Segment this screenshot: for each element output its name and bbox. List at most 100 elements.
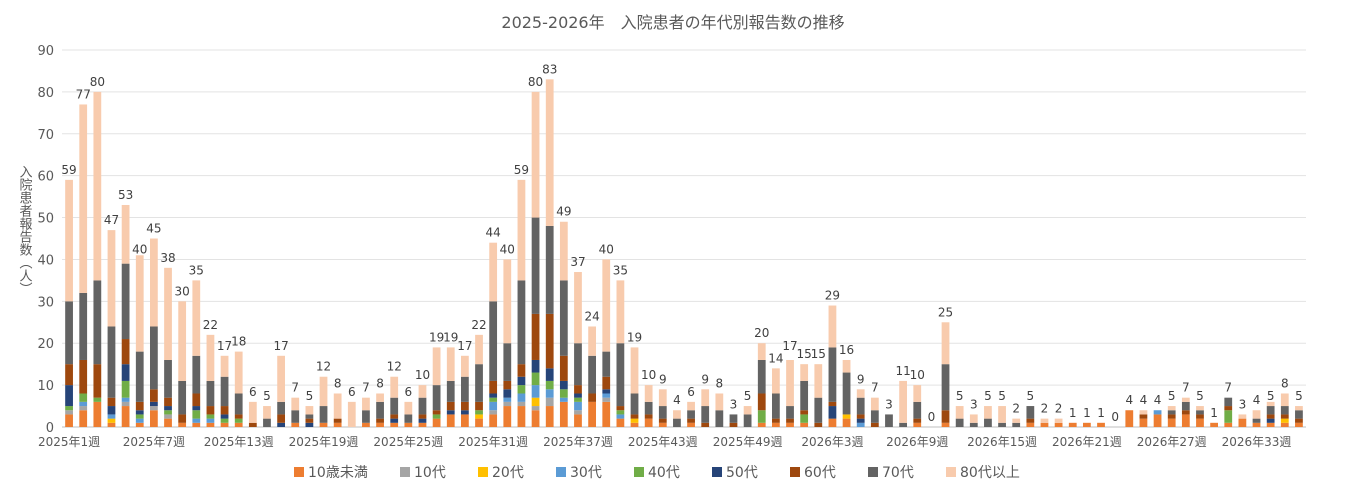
bar-segment	[220, 422, 229, 427]
bar-segment	[489, 380, 498, 394]
legend-item: 50代	[712, 465, 758, 481]
bar-segment	[107, 418, 116, 423]
legend-label: 40代	[648, 465, 680, 481]
bar-segment	[1054, 418, 1063, 423]
bar-segment	[1196, 418, 1204, 427]
bar-segment	[263, 418, 271, 427]
data-label: 59	[61, 163, 76, 177]
x-tick-label: 2025年37週	[543, 435, 613, 449]
data-label: 25	[938, 305, 953, 319]
bar-segment	[842, 372, 851, 415]
bar-segment	[206, 418, 215, 423]
bar-segment	[418, 418, 427, 423]
bar-segment	[602, 397, 611, 402]
data-label: 5	[744, 389, 752, 403]
bar-segment	[531, 410, 540, 427]
data-label: 10	[415, 368, 430, 382]
bar-segment	[658, 389, 667, 407]
data-label: 14	[768, 351, 783, 365]
data-label: 4	[673, 393, 681, 407]
bar-segment	[220, 418, 229, 423]
bar-segment	[856, 397, 865, 415]
data-label: 2	[1041, 402, 1049, 416]
bar-segment	[107, 414, 116, 419]
bar-segment	[460, 401, 469, 411]
bar-segment	[1224, 397, 1233, 407]
data-label: 37	[570, 255, 585, 269]
y-tick-label: 50	[37, 212, 54, 227]
bar-segment	[418, 422, 427, 427]
bar-segment	[192, 355, 201, 394]
bar-segment	[602, 351, 611, 377]
bar-segment	[390, 418, 399, 423]
bar-segment	[616, 406, 625, 411]
bar-segment	[630, 393, 639, 415]
bar-segment	[517, 393, 526, 402]
data-label: 22	[203, 318, 218, 332]
bar-segment	[319, 406, 328, 423]
data-label: 5	[1295, 389, 1303, 403]
bar-segment	[786, 418, 794, 423]
bar-segment	[121, 397, 130, 402]
bar-segment	[93, 401, 102, 427]
bar-segment	[475, 418, 483, 427]
bar-segment	[687, 401, 695, 411]
bar-segment	[757, 393, 766, 411]
bar-segment	[800, 380, 809, 411]
bar-segment	[107, 397, 116, 407]
data-label: 4	[1253, 393, 1261, 407]
bar-segment	[390, 376, 399, 398]
bar-segment	[93, 364, 102, 398]
bar-segment	[362, 422, 370, 427]
bar-segment	[121, 263, 130, 340]
bar-segment	[291, 410, 300, 423]
bar-segment	[432, 410, 441, 415]
bar-segment	[1097, 422, 1105, 427]
bar-segment	[644, 385, 653, 402]
bar-segment	[658, 422, 667, 427]
bar-segment	[771, 422, 780, 427]
bar-segment	[545, 397, 554, 407]
bar-segment	[800, 422, 809, 427]
bar-segment	[856, 414, 865, 419]
bar-segment	[192, 418, 201, 423]
data-label: 5	[956, 389, 964, 403]
bar-segment	[969, 414, 978, 423]
bar-segment	[828, 305, 837, 348]
bar-segment	[757, 422, 766, 427]
data-label: 9	[659, 372, 667, 386]
bar-segment	[574, 272, 582, 344]
bar-segment	[1266, 414, 1275, 419]
data-label: 8	[716, 376, 724, 390]
bar-segment	[1280, 422, 1289, 427]
data-label: 10	[910, 368, 925, 382]
bar-segment	[305, 422, 314, 427]
bar-segment	[446, 380, 455, 402]
bar-segment	[1012, 422, 1021, 427]
bar-segment	[531, 397, 540, 407]
bar-segment	[1280, 414, 1289, 419]
bar-segment	[531, 372, 540, 386]
bar-segment	[178, 414, 187, 423]
data-label: 9	[701, 372, 709, 386]
legend-label: 70代	[882, 465, 914, 481]
data-label: 5	[263, 389, 271, 403]
data-label: 4	[1154, 393, 1162, 407]
data-label: 4	[1125, 393, 1133, 407]
bar-segment	[1181, 397, 1190, 402]
bar-segment	[687, 422, 695, 427]
bar-segment	[121, 339, 130, 365]
bar-segment	[489, 393, 498, 398]
legend-swatch	[294, 467, 304, 477]
data-label: 83	[542, 62, 557, 76]
data-label: 44	[486, 226, 501, 240]
bar-segment	[121, 401, 130, 407]
bar-segment	[503, 406, 512, 427]
bar-segment	[1266, 422, 1275, 427]
bar-segment	[602, 376, 611, 390]
y-tick-label: 30	[37, 295, 54, 310]
bar-segment	[79, 410, 88, 427]
bar-segment	[1040, 418, 1049, 423]
bar-segment	[135, 422, 144, 427]
